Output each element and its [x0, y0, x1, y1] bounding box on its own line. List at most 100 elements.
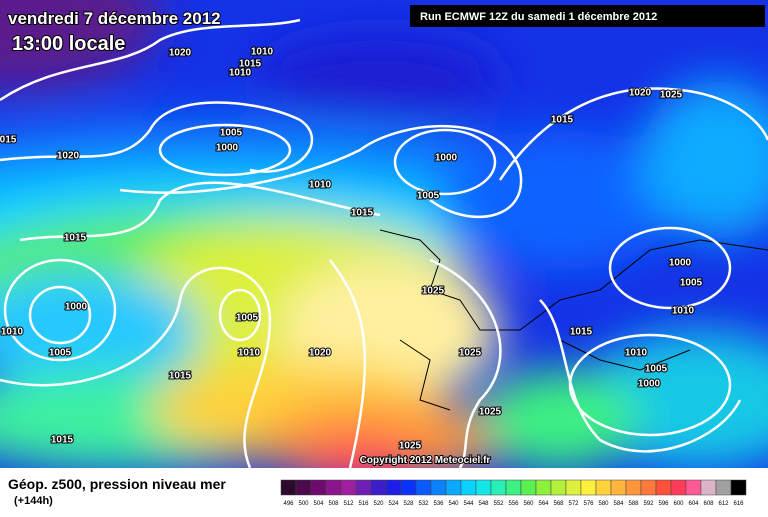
colorbar-label: 576 — [583, 501, 594, 507]
colorbar-label: 564 — [538, 501, 549, 507]
colorbar-cell — [370, 479, 387, 496]
colorbar-label: 588 — [628, 501, 639, 507]
colorbar-label: 536 — [433, 501, 444, 507]
isobar-label: 1015 — [570, 327, 593, 338]
isobar-label: 1020 — [629, 88, 652, 99]
isobar-label: 1010 — [238, 348, 261, 359]
colorbar-cell — [520, 479, 537, 496]
isobar-label: 1000 — [65, 302, 88, 313]
colorbar-cell — [685, 479, 702, 496]
colorbar-cell — [535, 479, 552, 496]
run-box — [410, 5, 765, 27]
colorbar-label: 580 — [598, 501, 609, 507]
colorbar-cell — [595, 479, 612, 496]
legend-title: Géop. z500, pression niveau mer — [8, 476, 226, 492]
time: 13:00 locale — [12, 33, 125, 55]
colorbar-cell — [670, 479, 687, 496]
colorbar-cell — [565, 479, 582, 496]
colorbar-label: 608 — [703, 501, 714, 507]
isobars — [0, 18, 768, 468]
isobar-label: 1025 — [422, 286, 445, 297]
colorbar: 496 500 504 508 512 516 520 524 528 532 536 540 544 5… — [280, 479, 747, 507]
colorbar-cell — [310, 479, 327, 496]
colorbar-label: 540 — [448, 501, 459, 507]
colorbar-cell — [730, 479, 747, 496]
colorbar-label: 516 — [358, 501, 369, 507]
date: vendredi 7 décembre 2012 — [8, 9, 221, 28]
isobar-label: 1015 — [551, 115, 574, 126]
isobar-label: 1000 — [216, 143, 239, 154]
colorbar-label: 556 — [508, 501, 519, 507]
colorbar-cell — [400, 479, 417, 496]
colorbar-cell — [445, 479, 462, 496]
colorbar-cell — [475, 479, 492, 496]
isobar-label: 1025 — [399, 441, 422, 452]
colorbar-label: 532 — [418, 501, 429, 507]
colorbar-label: 520 — [373, 501, 384, 507]
isobar-label: 1000 — [669, 258, 692, 269]
lead-time: (+144h) — [14, 495, 53, 507]
isobar-label: 1025 — [660, 90, 683, 101]
isobar-label: 1015 — [351, 208, 374, 219]
isobar-label: 1020 — [169, 48, 192, 59]
isobar-label: 1010 — [1, 327, 24, 338]
colorbar-cell — [640, 479, 657, 496]
isobar-label: 1005 — [680, 278, 703, 289]
colorbar-cell — [655, 479, 672, 496]
isobar-label: 1005 — [645, 364, 668, 375]
colorbar-cell — [340, 479, 357, 496]
isobar-label: 015 — [0, 135, 17, 146]
colorbar-label: 544 — [463, 501, 474, 507]
isobar-label: 1020 — [57, 151, 80, 162]
isobar-label: 1005 — [236, 313, 259, 324]
colorbar-label: 584 — [613, 501, 624, 507]
isobar-label: 1015 — [239, 59, 262, 70]
colorbar-label: 572 — [568, 501, 579, 507]
colorbar-cell — [460, 479, 477, 496]
isobar-label: 1010 — [672, 306, 695, 317]
colorbar-cell — [490, 479, 507, 496]
colorbar-cell — [625, 479, 642, 496]
field — [0, 0, 768, 468]
isobar-label: 1025 — [479, 407, 502, 418]
colorbar-cell — [580, 479, 597, 496]
colorbar-label: 504 — [313, 501, 324, 507]
colorbar-cell — [385, 479, 402, 496]
isobar-label: 1000 — [435, 153, 458, 164]
run-info: Run ECMWF 12Z du samedi 1 décembre 2012 — [420, 11, 657, 23]
colorbar-label: 548 — [478, 501, 489, 507]
isobar-label: 1005 — [49, 348, 72, 359]
colorbar-label: 600 — [673, 501, 684, 507]
colorbar-label: 528 — [403, 501, 414, 507]
colorbar-label: 496 — [283, 501, 294, 507]
colorbar-cell — [700, 479, 717, 496]
isobar-label: 1010 — [625, 348, 648, 359]
colorbar-label: 524 — [388, 501, 399, 507]
colorbar-label: 592 — [643, 501, 654, 507]
isobar-label: 1015 — [51, 435, 74, 446]
colorbar-cell — [715, 479, 732, 496]
colorbar-label: 604 — [688, 501, 699, 507]
isobar-label: 1010 — [309, 180, 332, 191]
isobar-label: 1005 — [220, 128, 243, 139]
isobar-label: 1005 — [417, 191, 440, 202]
colorbar-cell — [505, 479, 522, 496]
isobar-label: 1020 — [309, 348, 332, 359]
isobar-label: 1015 — [64, 233, 87, 244]
coastline — [379, 229, 768, 411]
isobar-label: 1015 — [169, 371, 192, 382]
colorbar-label: 596 — [658, 501, 669, 507]
colorbar-cell — [325, 479, 342, 496]
colorbar-label: 512 — [343, 501, 354, 507]
isobar-labels: 1020 1010 1015 1010 015 1020 1005 1000 1010 1015 1… — [0, 46, 704, 453]
colorbar-label: 500 — [298, 501, 309, 507]
isobar-label: 1000 — [638, 379, 661, 390]
colorbar-label: 508 — [328, 501, 339, 507]
colorbar-cell — [610, 479, 627, 496]
copyright: Copyright 2012 Meteociel.fr — [360, 455, 491, 466]
colorbar-cell — [295, 479, 312, 496]
colorbar-cell — [415, 479, 432, 496]
colorbar-label: 612 — [718, 501, 729, 507]
colorbar-cell — [430, 479, 447, 496]
